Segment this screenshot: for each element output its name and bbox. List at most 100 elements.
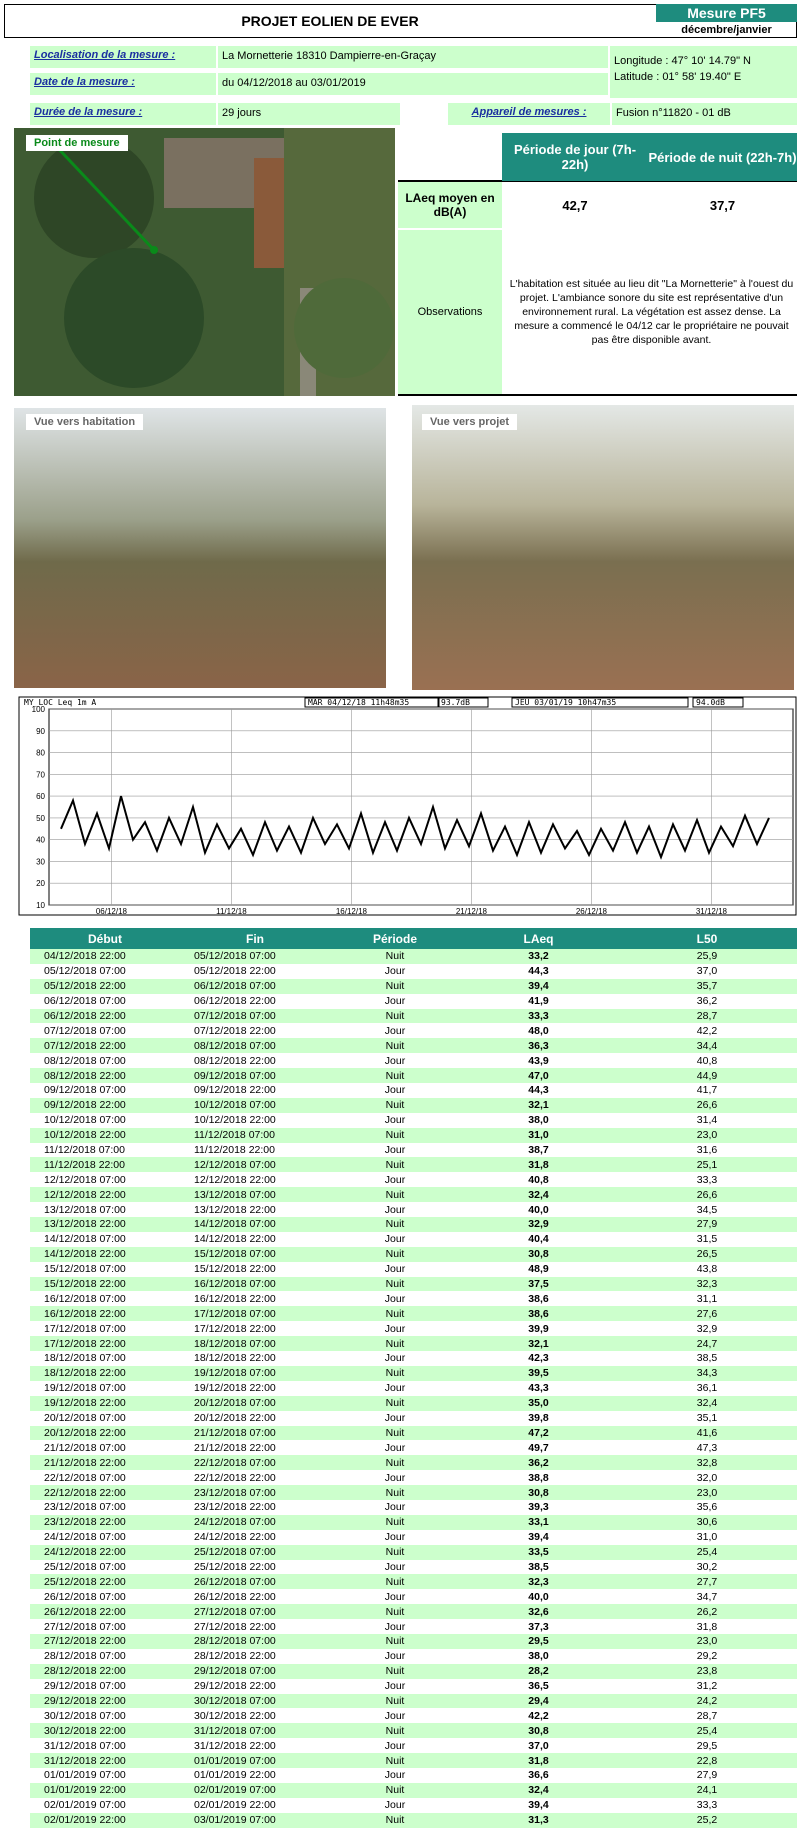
cell: 22,8	[617, 1753, 797, 1768]
cell: 11/12/2018 07:00	[180, 1127, 330, 1143]
cell: 37,3	[528, 1620, 549, 1633]
cell: 12/12/2018 22:00	[30, 1187, 180, 1203]
cell: 16/12/2018 22:00	[30, 1306, 180, 1322]
cell: 39,9	[528, 1322, 549, 1335]
cell: 01/01/2019 22:00	[30, 1782, 180, 1798]
cell: 48,0	[528, 1024, 549, 1037]
chart-header: JEU 03/01/19 10h47m35	[515, 698, 616, 707]
table-row: 05/12/2018 22:00 06/12/2018 07:00 Nuit 39,4…	[30, 978, 797, 994]
cell: 31,8	[460, 1753, 617, 1768]
cell: 24/12/2018 07:00	[44, 1531, 126, 1544]
cell: 37,5	[460, 1276, 617, 1292]
table-row: 17/12/2018 22:00 18/12/2018 07:00 Nuit 32,1…	[30, 1336, 797, 1352]
cell: 05/12/2018 22:00	[30, 978, 180, 994]
cell: 30/12/2018 22:00	[194, 1709, 276, 1722]
table-row: 08/12/2018 22:00 09/12/2018 07:00 Nuit 47,0…	[30, 1068, 797, 1084]
chart-header: MY_LOC Leq 1m A	[24, 698, 96, 707]
y-tick-label: 30	[36, 857, 45, 866]
cell: 23,8	[617, 1663, 797, 1679]
cell: 22/12/2018 07:00	[44, 1471, 126, 1484]
y-tick-label: 40	[36, 836, 45, 845]
table-row: 18/12/2018 22:00 19/12/2018 07:00 Nuit 39,5…	[30, 1365, 797, 1381]
cell: 14/12/2018 07:00	[44, 1233, 126, 1246]
cell: 40,0	[528, 1203, 549, 1216]
cell: 33,3	[696, 1173, 718, 1186]
cell: Jour	[384, 965, 406, 978]
chart-frame	[18, 696, 797, 916]
cell: 40,8	[528, 1173, 549, 1186]
cell: 27,6	[617, 1306, 797, 1322]
cell: 15/12/2018 07:00	[44, 1263, 126, 1276]
cell: 05/12/2018 07:00	[180, 949, 330, 964]
cell: 30,2	[696, 1560, 718, 1573]
cell: 21/12/2018 07:00	[44, 1441, 126, 1454]
cell: 23,0	[617, 1127, 797, 1143]
table-row: 24/12/2018 07:00 24/12/2018 22:00 Jour 39,4…	[30, 1530, 797, 1545]
badge: Mesure PF5	[656, 4, 797, 22]
cell: Nuit	[330, 1097, 460, 1113]
cell: 18/12/2018 07:00	[180, 1336, 330, 1352]
cell: 48,9	[528, 1263, 549, 1276]
observations: L'habitation est située au lieu dit "La …	[509, 278, 794, 346]
cell: 19/12/2018 22:00	[194, 1382, 276, 1395]
cell: Jour	[384, 1441, 406, 1454]
table-row: 15/12/2018 22:00 16/12/2018 07:00 Nuit 37,5…	[30, 1276, 797, 1292]
header-box	[437, 697, 489, 708]
cell: 01/01/2019 07:00	[180, 1753, 330, 1768]
cell: 33,3	[696, 1799, 718, 1812]
cell: 39,4	[528, 1799, 549, 1812]
cell: 26/12/2018 22:00	[194, 1590, 276, 1603]
cell: 36,5	[528, 1680, 549, 1693]
cell: 32,1	[460, 1336, 617, 1352]
cell: Nuit	[330, 1425, 460, 1441]
x-tick-label: 31/12/18	[696, 907, 728, 916]
cell: 39,8	[528, 1412, 549, 1425]
cell: Nuit	[330, 1365, 460, 1381]
cell: 25/12/2018 22:00	[194, 1560, 276, 1573]
cell: 44,3	[528, 1084, 549, 1097]
obs-label: Observations	[398, 230, 502, 394]
cell: 27/12/2018 22:00	[30, 1633, 180, 1649]
table-row: 29/12/2018 22:00 30/12/2018 07:00 Nuit 29,4…	[30, 1693, 797, 1709]
table-row: 19/12/2018 07:00 19/12/2018 22:00 Jour 43,3…	[30, 1381, 797, 1396]
table-row: 06/12/2018 07:00 06/12/2018 22:00 Jour 41,9…	[30, 994, 797, 1009]
cell: 05/12/2018 22:00	[194, 965, 276, 978]
cell: 31/12/2018 22:00	[30, 1753, 180, 1768]
map-label: Point de mesure	[26, 135, 128, 151]
photo-right	[412, 405, 794, 690]
cell: 08/12/2018 22:00	[30, 1068, 180, 1084]
cell: 28/12/2018 22:00	[194, 1650, 276, 1663]
cell: Nuit	[330, 1038, 460, 1054]
cell: 20/12/2018 22:00	[194, 1412, 276, 1425]
cell: Nuit	[330, 1723, 460, 1739]
cell: Jour	[384, 1739, 406, 1752]
cell: 17/12/2018 22:00	[194, 1322, 276, 1335]
cell: 30,8	[460, 1485, 617, 1500]
cell: Nuit	[330, 1068, 460, 1084]
table-row: 02/01/2019 07:00 02/01/2019 22:00 Jour 39,4…	[30, 1798, 797, 1813]
cell: 26,6	[617, 1097, 797, 1113]
cell: 36,1	[696, 1382, 718, 1395]
table-row: 02/01/2019 22:00 03/01/2019 07:00 Nuit 31,3…	[30, 1812, 797, 1828]
cell: 32,3	[460, 1574, 617, 1590]
cell: 39,4	[460, 978, 617, 994]
cell: Nuit	[330, 1812, 460, 1828]
cell: 41,6	[617, 1425, 797, 1441]
cell: 25,1	[617, 1157, 797, 1173]
cell: Nuit	[330, 1246, 460, 1262]
cell: 34,3	[617, 1365, 797, 1381]
cell: 13/12/2018 22:00	[30, 1217, 180, 1232]
table-row: 27/12/2018 22:00 28/12/2018 07:00 Nuit 29,5…	[30, 1633, 797, 1649]
cell: 21/12/2018 07:00	[180, 1425, 330, 1441]
table-row: 11/12/2018 22:00 12/12/2018 07:00 Nuit 31,8…	[30, 1157, 797, 1173]
label: Date de la mesure :	[30, 73, 216, 95]
table-row: 19/12/2018 22:00 20/12/2018 07:00 Nuit 35,0…	[30, 1395, 797, 1411]
cell: 10/12/2018 07:00	[180, 1097, 330, 1113]
cell: 32,9	[696, 1322, 718, 1335]
x-tick-label: 11/12/18	[216, 907, 247, 916]
table-row: 12/12/2018 22:00 13/12/2018 07:00 Nuit 32,4…	[30, 1187, 797, 1203]
cell: Nuit	[330, 1544, 460, 1560]
cell: Jour	[384, 995, 406, 1008]
cell: 44,9	[617, 1068, 797, 1084]
cell: Jour	[384, 1471, 406, 1484]
